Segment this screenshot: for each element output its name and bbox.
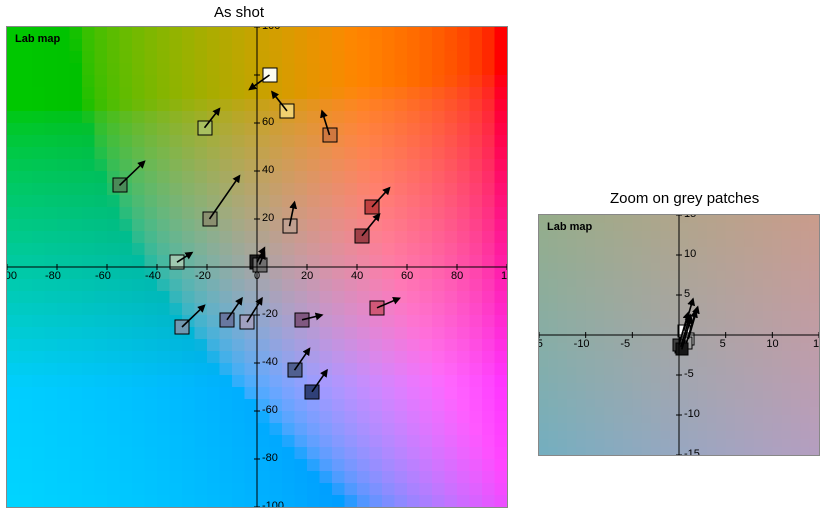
zoom-overlay <box>539 215 819 455</box>
zoom-lab-map-label: Lab map <box>547 221 592 233</box>
main-chart-title: As shot <box>214 4 264 21</box>
zoom-plot-area: Lab map -15-10-5051015-15-10-551015 <box>538 214 820 456</box>
lab-map-label: Lab map <box>15 33 60 45</box>
zoom-chart: Zoom on grey patches Lab map -15-10-5051… <box>538 190 818 480</box>
main-chart: As shot Lab map -100-80-60-40-2002040608… <box>6 0 506 520</box>
zoom-chart-title: Zoom on grey patches <box>610 190 759 207</box>
main-overlay <box>7 27 507 507</box>
main-plot-area: Lab map -100-80-60-40-20020406080100-100… <box>6 26 508 508</box>
